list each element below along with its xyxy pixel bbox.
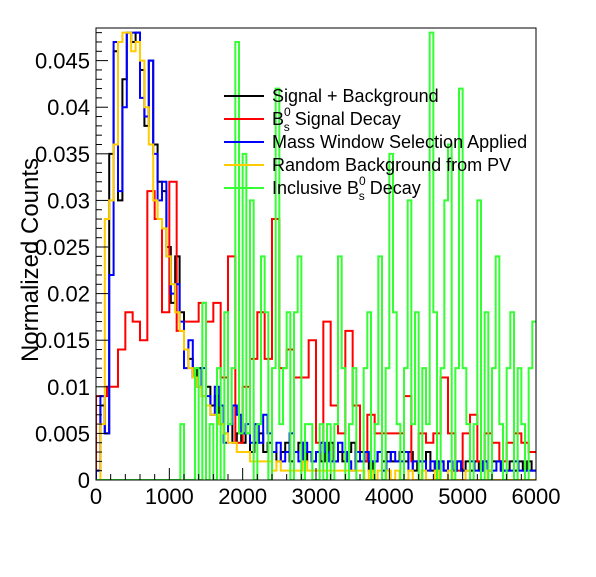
x-tick-label: 3000 — [292, 484, 341, 509]
legend-label-sub: s — [359, 189, 365, 203]
y-tick-label: 0.02 — [47, 282, 90, 307]
y-tick-label: 0.04 — [47, 95, 90, 120]
x-tick-label: 4000 — [365, 484, 414, 509]
x-tick-label: 5000 — [438, 484, 487, 509]
legend-label-sub: s — [284, 120, 290, 134]
x-tick-label: 2000 — [218, 484, 267, 509]
legend-label-1: B0 s Signal Decay — [272, 105, 401, 134]
legend-label-prefix: B — [272, 109, 284, 129]
y-axis-title: Normalized Counts — [17, 158, 44, 362]
y-tick-label: 0.035 — [35, 142, 90, 167]
legend-label-suffix: Signal Decay — [290, 109, 401, 129]
axes-layer: 0 1000 2000 3000 4000 5000 6000 0 0.005 0.01 0.015… — [35, 32, 561, 509]
legend-label-sup: 0 — [284, 105, 291, 119]
legend-label-sup: 0 — [359, 174, 366, 188]
legend-label-suffix: Decay — [365, 178, 421, 198]
series-layer — [96, 31, 536, 480]
series-line-1 — [96, 180, 536, 480]
y-tick-label: 0.03 — [47, 188, 90, 213]
legend-label-0: Signal + Background — [272, 86, 439, 106]
y-tick-label: 0 — [78, 468, 90, 493]
y-tick-label: 0.005 — [35, 421, 90, 446]
x-tick-label: 0 — [90, 484, 102, 509]
legend-label-suffix: Mass Window Selection Applied — [272, 132, 527, 152]
legend-label-suffix: Signal + Background — [272, 86, 439, 106]
legend-label-4: Inclusive B0 s Decay — [272, 174, 421, 203]
series-line-4 — [96, 31, 536, 480]
x-tick-label: 1000 — [145, 484, 194, 509]
y-tick-label: 0.025 — [35, 235, 90, 260]
x-tick-label: 6000 — [512, 484, 561, 509]
legend-label-prefix: Inclusive B — [272, 178, 359, 198]
y-tick-label: 0.01 — [47, 375, 90, 400]
y-tick-label: 0.045 — [35, 49, 90, 74]
legend-label-suffix: Random Background from PV — [272, 155, 511, 175]
legend-label-3: Random Background from PV — [272, 155, 511, 175]
legend-label-2: Mass Window Selection Applied — [272, 132, 527, 152]
y-tick-label: 0.015 — [35, 328, 90, 353]
